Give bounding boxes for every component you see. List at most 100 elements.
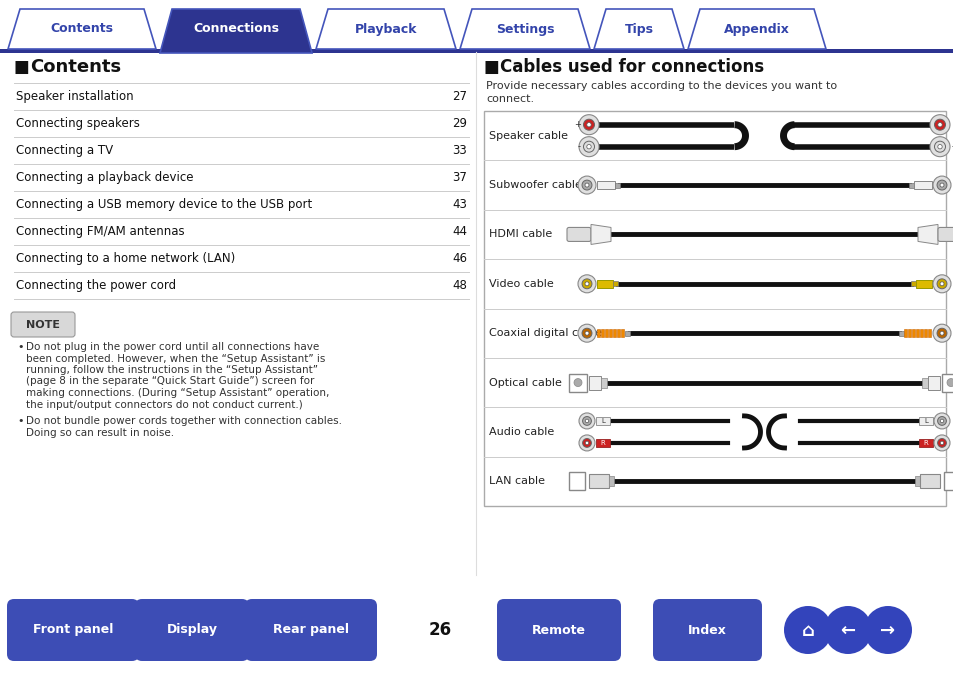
Bar bbox=[913, 181, 931, 189]
Circle shape bbox=[929, 114, 949, 135]
Bar bbox=[908, 182, 913, 188]
Bar bbox=[898, 330, 903, 336]
Polygon shape bbox=[459, 9, 589, 49]
Text: Front panel: Front panel bbox=[32, 623, 113, 637]
Text: Connecting a playback device: Connecting a playback device bbox=[16, 171, 193, 184]
Text: •: • bbox=[17, 416, 24, 426]
Circle shape bbox=[584, 282, 588, 286]
Circle shape bbox=[946, 378, 953, 386]
Bar bbox=[918, 439, 932, 447]
Circle shape bbox=[586, 122, 591, 127]
Circle shape bbox=[933, 435, 949, 451]
Bar bbox=[918, 417, 932, 425]
Bar bbox=[919, 329, 923, 337]
Bar bbox=[914, 476, 919, 487]
Text: 29: 29 bbox=[452, 117, 467, 130]
Bar bbox=[588, 474, 608, 489]
Circle shape bbox=[932, 176, 950, 194]
Bar bbox=[483, 111, 945, 506]
Text: Video cable: Video cable bbox=[489, 279, 553, 289]
Bar bbox=[910, 281, 915, 286]
Text: Connecting the power cord: Connecting the power cord bbox=[16, 279, 176, 292]
Polygon shape bbox=[590, 224, 610, 244]
Text: Doing so can result in noise.: Doing so can result in noise. bbox=[26, 427, 174, 437]
Polygon shape bbox=[160, 9, 312, 53]
Text: •: • bbox=[17, 342, 24, 352]
Bar bbox=[927, 329, 930, 337]
Bar bbox=[615, 182, 619, 188]
Text: NOTE: NOTE bbox=[26, 320, 60, 330]
Circle shape bbox=[936, 180, 946, 190]
Text: R: R bbox=[600, 440, 605, 446]
Circle shape bbox=[937, 122, 942, 127]
Text: ■: ■ bbox=[14, 58, 30, 76]
Bar bbox=[911, 329, 914, 337]
Bar bbox=[608, 476, 614, 487]
Text: ■: ■ bbox=[483, 58, 499, 76]
FancyBboxPatch shape bbox=[937, 227, 953, 242]
Text: Connecting a USB memory device to the USB port: Connecting a USB memory device to the US… bbox=[16, 198, 312, 211]
Text: Remote: Remote bbox=[532, 623, 585, 637]
Bar bbox=[943, 472, 953, 491]
Text: HDMI cable: HDMI cable bbox=[489, 229, 552, 240]
Bar bbox=[907, 329, 910, 337]
Circle shape bbox=[584, 331, 588, 335]
Bar bbox=[597, 329, 599, 337]
Text: Connecting FM/AM antennas: Connecting FM/AM antennas bbox=[16, 225, 185, 238]
Bar bbox=[608, 329, 612, 337]
Circle shape bbox=[581, 180, 591, 190]
Circle shape bbox=[937, 439, 945, 448]
Bar bbox=[620, 329, 623, 337]
Circle shape bbox=[586, 145, 591, 149]
FancyBboxPatch shape bbox=[245, 599, 376, 661]
Circle shape bbox=[940, 441, 943, 445]
Text: 44: 44 bbox=[452, 225, 467, 238]
Text: -: - bbox=[578, 142, 580, 151]
Bar bbox=[600, 378, 606, 388]
Text: Rear panel: Rear panel bbox=[273, 623, 349, 637]
Text: Connecting a TV: Connecting a TV bbox=[16, 144, 113, 157]
Bar bbox=[624, 330, 629, 336]
Circle shape bbox=[937, 417, 945, 425]
Circle shape bbox=[584, 441, 588, 445]
Bar bbox=[588, 376, 600, 390]
Text: -: - bbox=[951, 142, 953, 151]
Circle shape bbox=[581, 279, 591, 289]
Circle shape bbox=[574, 378, 581, 386]
Circle shape bbox=[578, 137, 598, 157]
Circle shape bbox=[581, 328, 591, 338]
Circle shape bbox=[932, 275, 950, 293]
Text: 37: 37 bbox=[452, 171, 467, 184]
Text: ←: ← bbox=[840, 622, 855, 640]
Circle shape bbox=[939, 331, 943, 335]
Text: been completed. However, when the “Setup Assistant” is: been completed. However, when the “Setup… bbox=[26, 353, 325, 363]
Text: Playback: Playback bbox=[355, 22, 416, 36]
Text: 33: 33 bbox=[452, 144, 467, 157]
Polygon shape bbox=[917, 224, 937, 244]
Circle shape bbox=[936, 279, 946, 289]
Circle shape bbox=[940, 419, 943, 423]
Bar bbox=[600, 329, 603, 337]
Text: Speaker cable: Speaker cable bbox=[489, 131, 567, 141]
Bar bbox=[617, 329, 619, 337]
Text: Contents: Contents bbox=[30, 58, 121, 76]
Text: 48: 48 bbox=[452, 279, 467, 292]
Circle shape bbox=[939, 282, 943, 286]
Bar bbox=[921, 378, 927, 388]
Text: Do not plug in the power cord until all connections have: Do not plug in the power cord until all … bbox=[26, 342, 319, 352]
FancyBboxPatch shape bbox=[497, 599, 620, 661]
Circle shape bbox=[937, 145, 942, 149]
Circle shape bbox=[583, 141, 594, 152]
Circle shape bbox=[933, 413, 949, 429]
Circle shape bbox=[932, 324, 950, 342]
Text: ⌂: ⌂ bbox=[801, 622, 814, 640]
Text: +: + bbox=[951, 120, 953, 129]
Text: R: R bbox=[923, 440, 927, 446]
Text: 43: 43 bbox=[452, 198, 467, 211]
Bar bbox=[923, 329, 926, 337]
Text: Appendix: Appendix bbox=[723, 22, 789, 36]
Bar bbox=[597, 280, 613, 288]
Text: making connections. (During “Setup Assistant” operation,: making connections. (During “Setup Assis… bbox=[26, 388, 329, 398]
Bar bbox=[568, 472, 584, 491]
Bar bbox=[613, 281, 618, 286]
